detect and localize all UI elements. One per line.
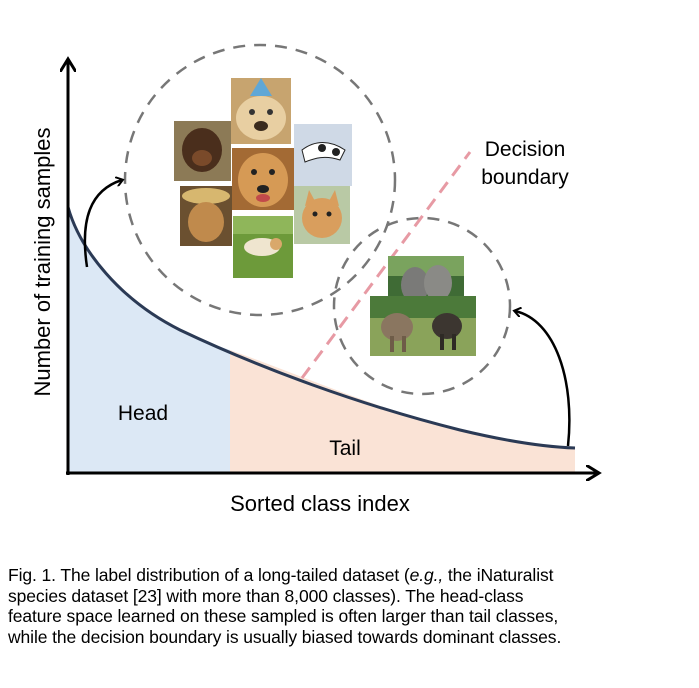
- tail-feature-space-circle: [332, 216, 512, 396]
- running-dog-image: [294, 124, 352, 186]
- head-region: [68, 207, 230, 473]
- dark-dog-image: [174, 121, 231, 181]
- caption-line-4: while the decision boundary is usually b…: [8, 626, 562, 647]
- x-axis-label: Sorted class index: [230, 491, 410, 516]
- cat-image: [294, 186, 350, 244]
- decision-boundary-label-line1: Decision: [485, 138, 566, 161]
- golden-retriever-image: [232, 148, 294, 210]
- dog-with-hat-image: [231, 78, 291, 144]
- long-tail-figure: Number of training samples Sorted class …: [30, 43, 699, 516]
- caption-line-3: feature space learned on these sampled i…: [8, 606, 559, 626]
- long-tail-curve: [66, 206, 576, 450]
- caption-line-2: species dataset [23] with more than 8,00…: [8, 585, 524, 606]
- head-feature-space-circle: [123, 43, 397, 317]
- decision-boundary-line: [300, 151, 472, 379]
- tail-region: [230, 350, 575, 473]
- tail-arrow: [515, 311, 571, 447]
- head-images: [174, 78, 352, 278]
- decision-boundary-label-line2: boundary: [481, 166, 569, 189]
- caption-line-1: Fig. 1. The label distribution of a long…: [8, 565, 554, 585]
- figure-caption: Fig. 1. The label distribution of a long…: [8, 565, 692, 647]
- tail-label: Tail: [329, 437, 361, 460]
- head-arrow: [83, 180, 122, 268]
- dog-straw-hat-image: [180, 186, 232, 246]
- elephants-walking-image: [370, 296, 476, 356]
- tail-images: [370, 256, 476, 356]
- head-label: Head: [118, 402, 168, 425]
- puppy-in-grass-image: [233, 216, 293, 278]
- y-axis-label: Number of training samples: [30, 127, 55, 396]
